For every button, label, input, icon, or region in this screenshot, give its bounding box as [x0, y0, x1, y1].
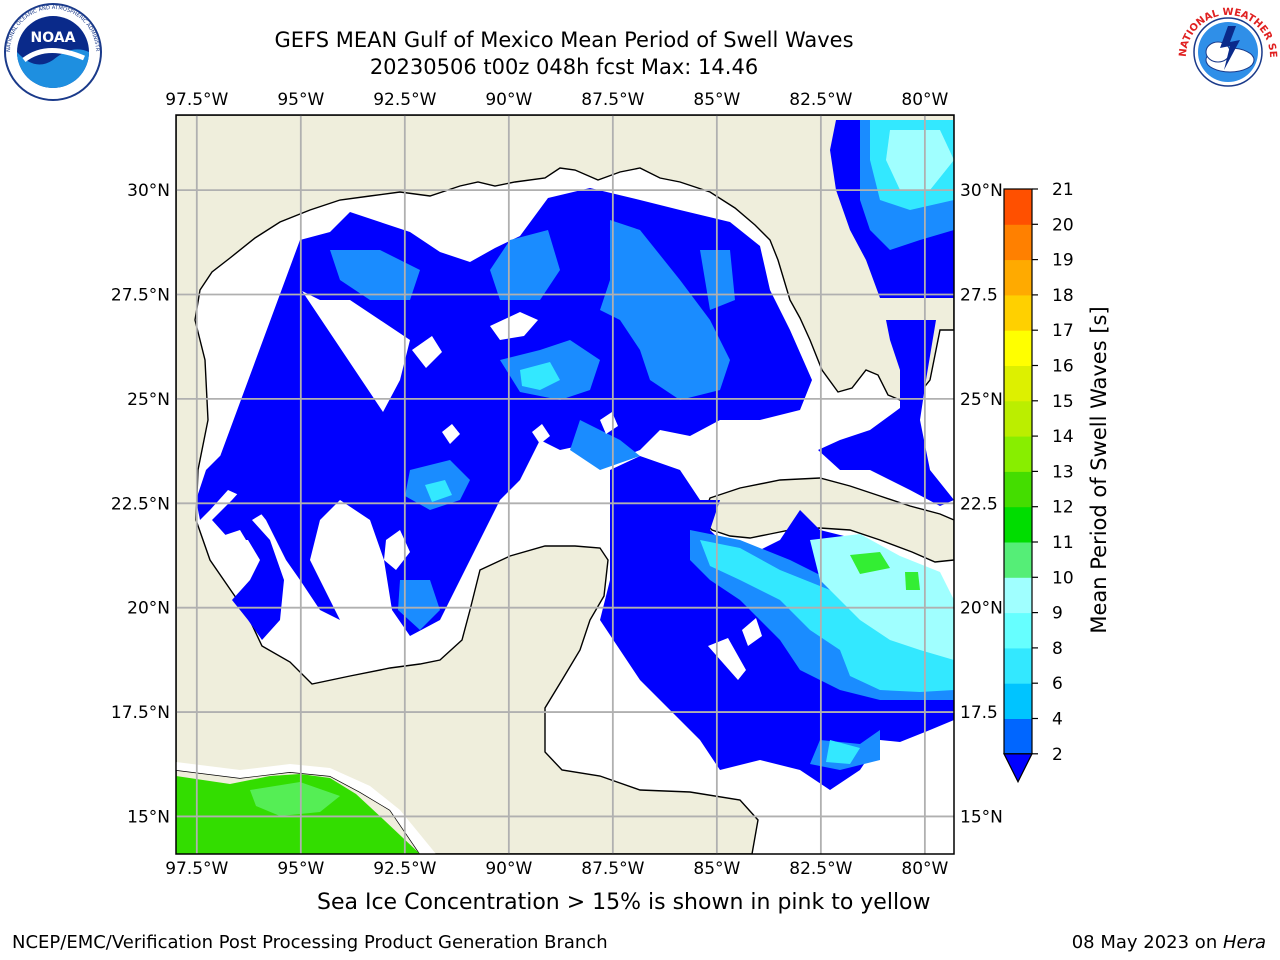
colorbar-segment [1004, 259, 1032, 296]
lat-label-right: 27.5 [960, 286, 998, 306]
lat-labels-left: 30°N 27.5°N 25°N 22.5°N 20°N 17.5°N 15°N [111, 181, 170, 827]
colorbar-segment [1004, 542, 1032, 578]
lon-label: 90°W [485, 859, 532, 879]
colorbar-segment [1004, 612, 1032, 649]
svg-text:NOAA: NOAA [31, 30, 76, 46]
nws-logo: NATIONAL WEATHER SERVICE [1178, 2, 1278, 99]
colorbar-segment [1004, 436, 1032, 472]
colorbar-segment [1004, 365, 1032, 402]
land-cuba [701, 477, 954, 563]
lat-label-right: 17.5 [960, 703, 998, 723]
colorbar-tick-label: 15 [1052, 392, 1074, 412]
lon-label: 95°W [277, 859, 324, 879]
colorbar-tick-label: 10 [1052, 568, 1074, 588]
colorbar-segment [1004, 506, 1032, 543]
colorbar-tick-label: 12 [1052, 498, 1074, 518]
lon-label: 90°W [485, 90, 532, 110]
colorbar-segment [1004, 683, 1032, 719]
lon-labels-top: 97.5°W 95°W 92.5°W 90°W 87.5°W 85°W 82.5°W 80°W [165, 90, 948, 110]
lat-label-left: 22.5°N [111, 494, 170, 514]
colorbar-tick-label: 19 [1052, 251, 1074, 271]
colorbar-tick-label: 2 [1052, 745, 1063, 765]
lon-label: 92.5°W [373, 859, 436, 879]
colorbar-segment [1004, 189, 1032, 225]
lon-label: 80°W [901, 859, 948, 879]
colorbar-segment [1004, 577, 1032, 614]
sea-ice-note: Sea Ice Concentration > 15% is shown in … [317, 890, 931, 915]
footer-producer: NCEP/EMC/Verification Post Processing Pr… [12, 932, 608, 953]
pacific-swell-high [250, 782, 340, 816]
lat-label-left: 27.5°N [111, 286, 170, 306]
lon-label: 85°W [693, 90, 740, 110]
footer-date: 08 May 2023 on Hera [1072, 932, 1266, 953]
footer-host: Hera [1222, 932, 1266, 953]
colorbar: 2 4 6 8 9 10 11 12 13 14 15 16 17 18 19 20 21 [1003, 180, 1074, 784]
colorbar-tick-label: 21 [1052, 180, 1074, 200]
colorbar-segment [1004, 330, 1032, 366]
colorbar-segment [1004, 400, 1032, 437]
lat-label-right: 25°N [960, 390, 1003, 410]
lon-label: 82.5°W [789, 90, 852, 110]
colorbar-segment [1004, 647, 1032, 684]
lon-label: 87.5°W [581, 90, 644, 110]
colorbar-tick-label: 13 [1052, 462, 1074, 482]
colorbar-label: Mean Period of Swell Waves [s] [1087, 306, 1111, 633]
lon-label: 82.5°W [789, 859, 852, 879]
lat-label-left: 25°N [127, 390, 170, 410]
map-frame [175, 114, 955, 855]
colorbar-tick-label: 11 [1052, 533, 1074, 553]
lat-label-right: 15°N [960, 807, 1003, 827]
colorbar-segment [1004, 294, 1032, 331]
lat-labels-right: 30°N 27.5 25°N 22.5 20°N 17.5 15°N [960, 181, 1003, 827]
colorbar-tick-label: 20 [1052, 215, 1074, 235]
coastal-strip [176, 762, 436, 854]
colorbar-tick-label: 9 [1052, 604, 1063, 624]
lat-label-left: 15°N [127, 807, 170, 827]
lon-label: 95°W [277, 90, 324, 110]
colorbar-tick-label: 14 [1052, 427, 1074, 447]
colorbar-tick-label: 16 [1052, 357, 1074, 377]
colorbar-segment [1004, 224, 1032, 261]
noaa-logo: NOAA NATIONAL OCEANIC AND ATMOSPHERIC AD… [2, 2, 102, 101]
lon-label: 80°W [901, 90, 948, 110]
lat-label-left: 20°N [127, 599, 170, 619]
lon-label: 85°W [693, 859, 740, 879]
lat-label-right: 30°N [960, 181, 1003, 201]
lon-labels-bottom: 97.5°W 95°W 92.5°W 90°W 87.5°W 85°W 82.5°W 80°W [165, 859, 948, 879]
lon-label: 97.5°W [165, 90, 228, 110]
colorbar-tick-label: 18 [1052, 286, 1074, 306]
colorbar-segment [1004, 471, 1032, 508]
colorbar-tick-label: 6 [1052, 674, 1063, 694]
colorbar-tick-label: 4 [1052, 710, 1063, 730]
colorbar-extend-arrow [1003, 753, 1033, 784]
graticule [176, 115, 954, 854]
colorbar-tick-label: 8 [1052, 639, 1063, 659]
lon-label: 92.5°W [373, 90, 436, 110]
lat-label-left: 30°N [127, 181, 170, 201]
lat-label-right: 22.5 [960, 494, 998, 514]
lon-label: 87.5°W [581, 859, 644, 879]
colorbar-segment [1004, 718, 1032, 755]
footer-date-text: 08 May 2023 on [1071, 932, 1223, 953]
lon-label: 97.5°W [165, 859, 228, 879]
lat-label-left: 17.5°N [111, 703, 170, 723]
lat-label-right: 20°N [960, 599, 1003, 619]
colorbar-tick-label: 17 [1052, 321, 1074, 341]
swell-field [196, 120, 954, 790]
